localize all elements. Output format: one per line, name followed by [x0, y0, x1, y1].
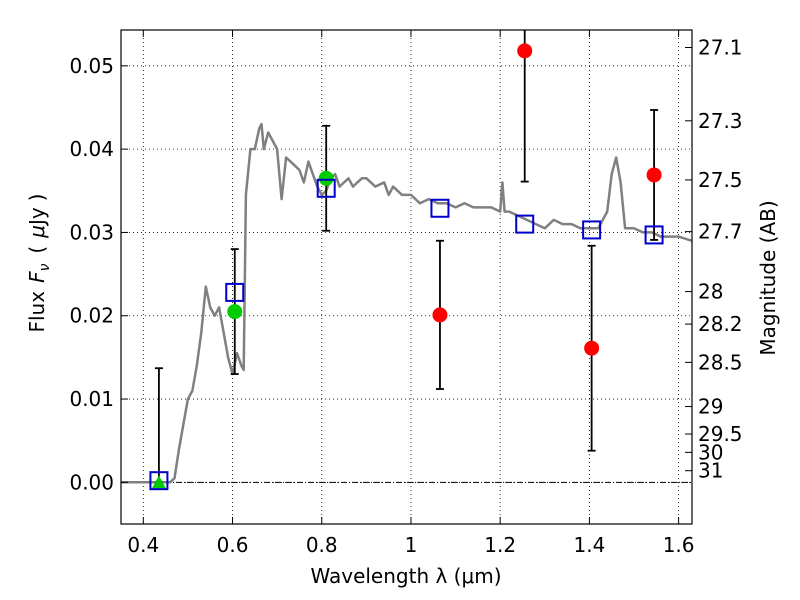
mag-tick-label: 27.1 [698, 35, 743, 59]
y-tick-label: 0.03 [69, 220, 114, 244]
y-tick-label: 0.04 [69, 137, 114, 161]
model-photometry-square [515, 214, 535, 234]
red-circle-marker [432, 307, 448, 323]
y-axis-left: 0.00 0.01 0.02 0.03 0.04 0.05 [69, 54, 128, 494]
model-photometry-square [149, 471, 169, 491]
red-circle-marker [646, 167, 662, 183]
model-photometry-square [644, 225, 664, 245]
mag-tick-label: 28.2 [698, 312, 743, 336]
model-photometry-square [582, 220, 602, 240]
mag-tick-label: 29.5 [698, 422, 743, 446]
y-axis-title: Flux Fν ( μJy) [25, 193, 53, 332]
y-title-word: Flux [25, 291, 49, 333]
mag-tick-label: 31 [698, 459, 723, 483]
green-circle-marker [318, 170, 334, 186]
mag-tick-label: 28 [698, 280, 723, 304]
red-circle-marker [517, 43, 533, 59]
y-tick-label: 0.01 [69, 387, 114, 411]
mag-tick-label: 28.5 [698, 350, 743, 374]
y-tick-label: 0.02 [69, 304, 114, 328]
mag-tick-label: 27.5 [698, 168, 743, 192]
y-right-axis-title: Magnitude (AB) [756, 200, 780, 355]
x-tick-label: 1 [405, 533, 418, 557]
x-tick-label: 1.6 [663, 533, 695, 557]
green-triangle-marker [151, 475, 166, 489]
green-circle-marker [227, 304, 243, 320]
x-tick-label: 1.4 [573, 533, 605, 557]
mag-tick-label: 30 [698, 440, 723, 464]
mag-tick-label: 29 [698, 395, 723, 419]
plot-background [121, 30, 692, 524]
model-photometry-square [225, 282, 245, 302]
x-tick-label: 0.6 [217, 533, 249, 557]
mag-tick-label: 27.7 [698, 220, 743, 244]
plot-frame [120, 29, 693, 525]
y-tick-label: 0.05 [69, 54, 114, 78]
model-photometry-square [316, 178, 336, 198]
y-title-mu: μ [25, 225, 49, 239]
mag-tick-label: 27.3 [698, 109, 743, 133]
red-circle-marker [584, 340, 600, 356]
model-spectrum-line [121, 122, 693, 484]
y-title-jy: Jy [25, 207, 49, 227]
x-tick-label: 1.2 [484, 533, 516, 557]
y-title-open-paren: ( [25, 246, 49, 254]
x-axis-title: Wavelength λ (μm) [310, 564, 501, 588]
x-axis: 0.4 0.6 0.8 1 1.2 1.4 1.6 [127, 30, 695, 557]
y-title-close-paren: ) [25, 193, 49, 201]
model-photometry-square [430, 198, 450, 218]
data-marks [149, 30, 664, 491]
x-tick-label: 0.4 [127, 533, 159, 557]
x-tick-label: 0.8 [306, 533, 338, 557]
y-tick-label: 0.00 [69, 470, 114, 494]
y-title-f: F [25, 271, 49, 283]
y-title-nu: ν [37, 263, 53, 271]
